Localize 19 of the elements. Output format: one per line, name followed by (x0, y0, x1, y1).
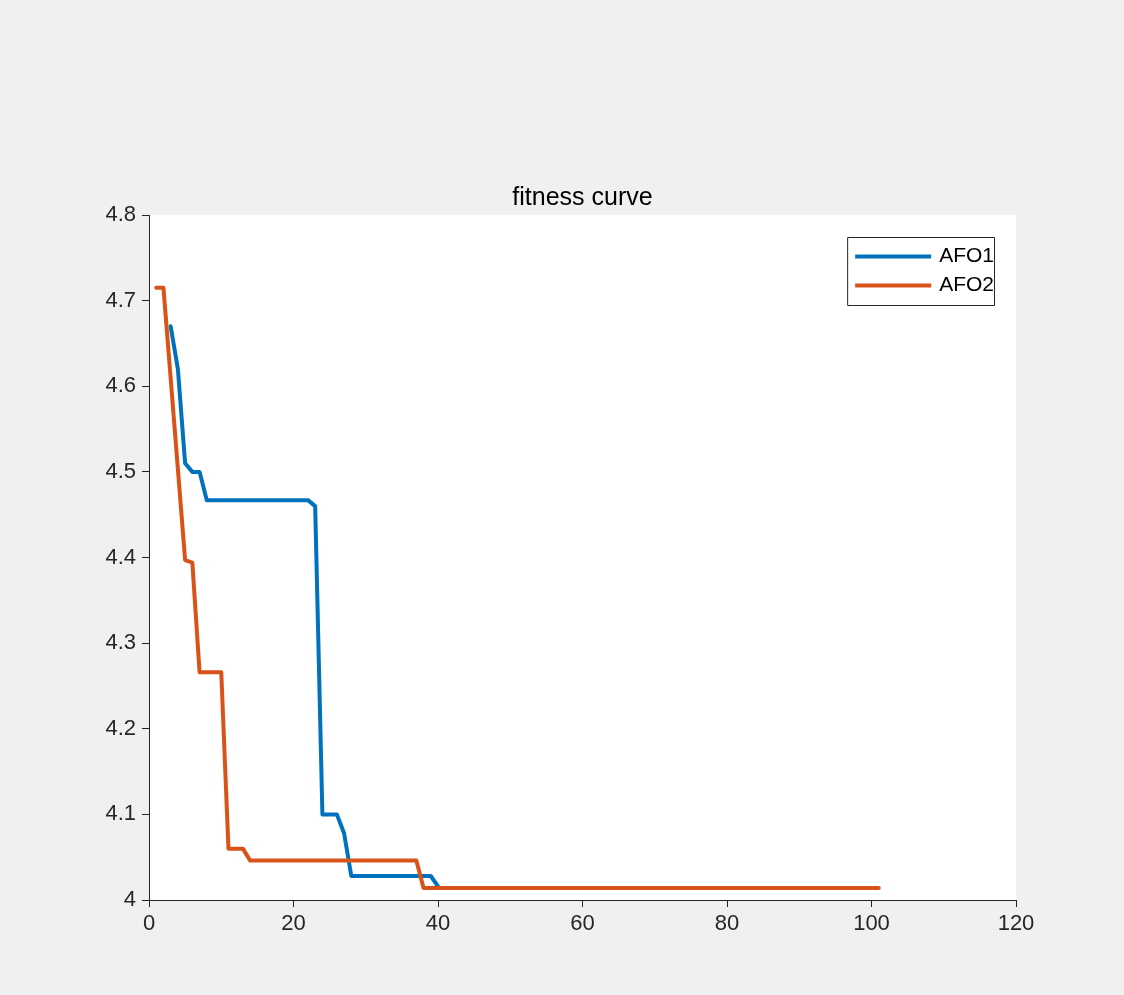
legend-label: AFO2 (939, 272, 995, 296)
y-tick-label: 4 (123, 886, 136, 912)
x-tick-label: 60 (570, 910, 595, 936)
x-tick-label: 20 (281, 910, 306, 936)
x-tick-label: 80 (714, 910, 740, 936)
y-tick-label: 4.3 (105, 629, 136, 655)
y-tick-label: 4.5 (105, 457, 136, 483)
x-tick-label: 120 (997, 910, 1035, 936)
y-tick-label: 4.2 (105, 714, 136, 740)
y-tick-label: 4.8 (105, 201, 136, 227)
y-tick-label: 4.4 (105, 543, 136, 569)
y-tick-label: 4.1 (105, 800, 136, 826)
chart-title: fitness curve (512, 182, 653, 211)
y-tick-label: 4.6 (105, 372, 136, 398)
x-tick-label: 40 (425, 910, 451, 936)
x-tick-label: 0 (142, 910, 156, 936)
legend-label: AFO1 (939, 243, 995, 267)
y-tick-label: 4.7 (105, 286, 136, 312)
x-tick-label: 100 (853, 910, 890, 936)
